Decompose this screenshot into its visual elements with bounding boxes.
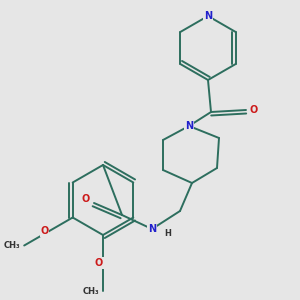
Text: N: N xyxy=(204,11,212,21)
Text: O: O xyxy=(40,226,49,236)
Text: CH₃: CH₃ xyxy=(4,241,20,250)
Text: N: N xyxy=(185,121,193,131)
Text: O: O xyxy=(82,194,90,204)
Text: H: H xyxy=(165,230,171,238)
Text: CH₃: CH₃ xyxy=(83,286,99,296)
Text: O: O xyxy=(95,258,103,268)
Text: O: O xyxy=(250,105,258,115)
Text: N: N xyxy=(148,224,156,234)
